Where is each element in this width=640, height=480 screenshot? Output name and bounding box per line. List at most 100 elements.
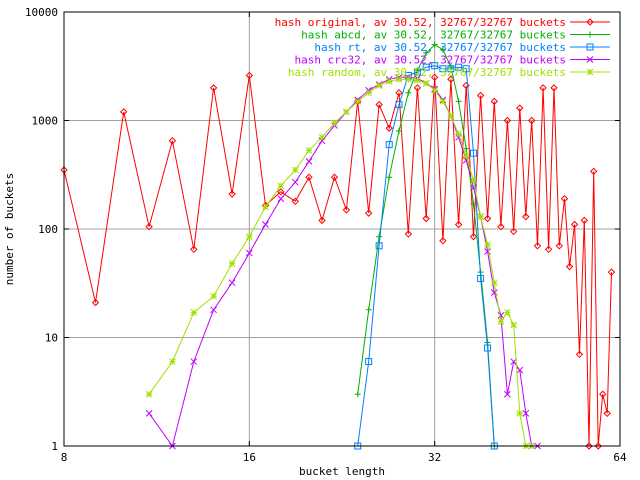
data-point (484, 344, 492, 352)
data-point (168, 137, 177, 145)
series-4 (145, 73, 541, 450)
data-point (145, 222, 153, 231)
data-point (490, 97, 499, 106)
legend-entry-label: hash rt, av 30.52, 32767/32767 buckets (314, 41, 566, 54)
data-point (490, 279, 498, 287)
legend-entry-label: hash original, av 30.52, 32767/32767 buc… (275, 16, 566, 29)
data-point (510, 321, 518, 329)
data-point (497, 318, 505, 325)
data-point (431, 62, 439, 70)
data-point (470, 200, 477, 207)
data-point (565, 262, 574, 271)
data-point (343, 108, 350, 116)
data-point (550, 84, 558, 92)
data-point (483, 214, 492, 223)
data-point (575, 350, 584, 359)
data-point (516, 104, 524, 112)
data-point (245, 249, 253, 257)
y-tick-label: 100 (38, 223, 58, 236)
data-point (305, 158, 313, 165)
legend-entry-label: hash random, av 30.52, 32767/32767 bucke… (288, 66, 566, 79)
data-point (462, 81, 470, 90)
data-point (587, 31, 593, 38)
data-point (439, 65, 447, 73)
data-point (245, 233, 253, 241)
data-point (169, 358, 176, 365)
data-point (365, 306, 372, 313)
data-point (586, 43, 594, 51)
data-point (228, 279, 236, 287)
data-point (145, 390, 153, 398)
x-tick-label: 32 (428, 451, 441, 464)
series-line (357, 65, 495, 447)
x-tick-label: 64 (613, 451, 627, 464)
data-point (509, 227, 518, 236)
data-point (455, 63, 463, 71)
data-point (386, 174, 393, 181)
data-point (405, 89, 412, 96)
data-point (580, 216, 589, 225)
data-point (354, 98, 362, 105)
data-point (414, 76, 421, 84)
data-point (331, 119, 338, 127)
y-tick-label: 10 (45, 332, 58, 345)
data-point (603, 409, 611, 418)
data-point (277, 182, 285, 190)
data-point (395, 101, 403, 109)
data-point (305, 147, 313, 154)
data-point (277, 188, 285, 196)
y-axis-label: number of buckets (3, 173, 16, 286)
data-point (423, 49, 430, 56)
data-point (439, 46, 446, 53)
data-point (455, 98, 462, 105)
data-point (454, 220, 463, 229)
series-line (148, 78, 532, 447)
series-2 (354, 41, 498, 449)
data-point (245, 71, 254, 80)
data-point (413, 68, 421, 76)
data-point (555, 242, 563, 250)
data-point (455, 130, 462, 138)
series-layer (60, 41, 616, 450)
data-point (318, 216, 326, 225)
data-point (594, 442, 602, 450)
data-point (210, 292, 217, 300)
data-point (589, 167, 598, 176)
data-point (586, 18, 594, 26)
data-point (431, 41, 438, 48)
x-axis-label: bucket length (299, 465, 385, 478)
data-point (395, 89, 403, 97)
data-point (462, 65, 470, 73)
data-point (503, 116, 512, 125)
data-point (228, 260, 236, 267)
data-point (431, 86, 439, 94)
data-point (385, 141, 393, 149)
data-point (404, 75, 412, 83)
y-tick-label: 1 (51, 440, 58, 453)
x-tick-label: 8 (61, 451, 68, 464)
data-point (91, 298, 100, 307)
data-point (354, 391, 361, 398)
data-point (439, 237, 447, 245)
data-point (516, 366, 524, 374)
data-point (476, 91, 485, 100)
data-point (375, 100, 383, 109)
data-point (404, 230, 413, 238)
data-point (586, 56, 594, 63)
data-point (262, 203, 269, 211)
data-point (395, 75, 403, 83)
data-point (439, 98, 447, 105)
data-point (462, 152, 470, 160)
data-point (291, 166, 299, 174)
data-point (430, 73, 439, 82)
data-point (119, 108, 128, 116)
x-tick-label: 16 (243, 451, 256, 464)
data-point (497, 311, 505, 319)
series-line (63, 75, 612, 447)
data-point (586, 68, 594, 76)
data-point (210, 306, 217, 314)
data-point (305, 173, 313, 181)
data-point (262, 221, 269, 228)
data-point (544, 245, 553, 254)
data-point (376, 233, 383, 240)
